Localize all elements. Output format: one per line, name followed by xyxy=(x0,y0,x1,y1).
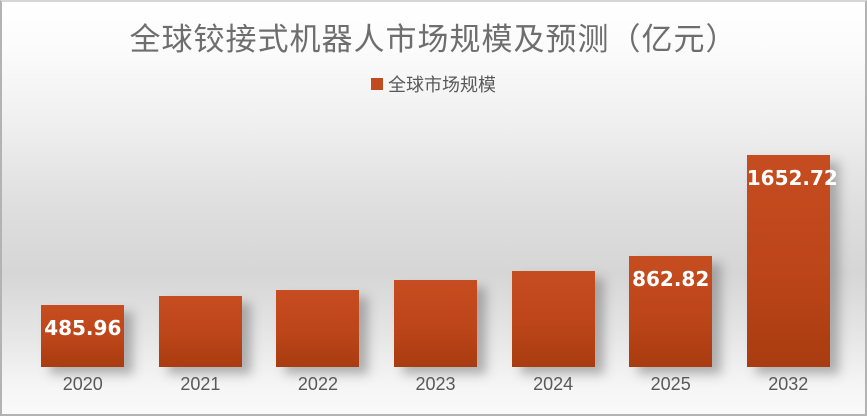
legend-label: 全球市场规模 xyxy=(388,75,496,95)
x-tick-2022: 2022 xyxy=(297,374,338,394)
legend-swatch-icon xyxy=(371,78,383,90)
bar-column-2024 xyxy=(494,149,612,367)
bar-column-2022 xyxy=(259,149,377,367)
bar-2032[interactable]: 1652.72 xyxy=(746,155,838,367)
x-tick-2025: 2025 xyxy=(650,374,691,394)
bar-2023[interactable] xyxy=(394,280,478,367)
plot-area: 485.96 862.82 1652.72 xyxy=(24,149,847,367)
bar-column-2020: 485.96 xyxy=(24,149,142,367)
bar-value-label-2025: 862.82 xyxy=(632,267,710,291)
bar-2025[interactable]: 862.82 xyxy=(629,256,713,367)
bar-column-2032: 1652.72 xyxy=(729,149,847,367)
x-tick-2032: 2032 xyxy=(768,374,809,394)
x-tick-2021: 2021 xyxy=(180,374,221,394)
bar-2024[interactable] xyxy=(511,271,595,367)
bar-value-label-2032: 1652.72 xyxy=(746,166,838,190)
x-tick-2020: 2020 xyxy=(62,374,103,394)
bar-2022[interactable] xyxy=(276,290,360,367)
x-tick-2023: 2023 xyxy=(415,374,456,394)
chart-title: 全球铰接式机器人市场规模及预测（亿元） xyxy=(129,22,738,57)
bar-2021[interactable] xyxy=(158,296,242,367)
x-axis: 2020 2021 2022 2023 2024 2025 2032 xyxy=(24,374,847,395)
x-tick-2024: 2024 xyxy=(533,374,574,394)
bar-value-label-2020: 485.96 xyxy=(44,316,122,340)
bar-2020[interactable]: 485.96 xyxy=(41,305,125,367)
bar-column-2023 xyxy=(377,149,495,367)
legend-item[interactable]: 全球市场规模 xyxy=(2,71,865,97)
bar-column-2025: 862.82 xyxy=(612,149,730,367)
bar-column-2021 xyxy=(142,149,260,367)
